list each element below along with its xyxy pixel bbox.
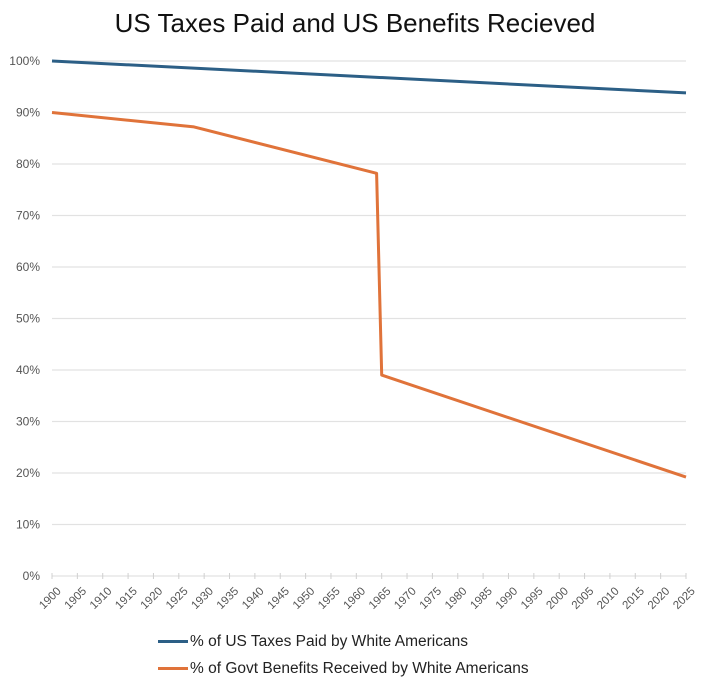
x-tick-label: 1935 (215, 585, 242, 612)
x-tick-label: 1945 (265, 585, 292, 612)
x-tick-label: 1960 (342, 585, 369, 612)
chart-title: US Taxes Paid and US Benefits Recieved (114, 8, 596, 38)
x-tick-label: 1955 (316, 585, 343, 612)
y-axis-ticks: 0% 10% 20% 30% 40% 50% 60% 70% 80% 90% 100% (9, 54, 40, 583)
legend-swatch-benefits (158, 667, 188, 670)
x-tick-label: 1930 (189, 585, 216, 612)
legend-label-taxes: % of US Taxes Paid by White Americans (190, 632, 468, 650)
series-lines (51, 59, 687, 479)
x-tick-label: 1985 (468, 585, 495, 612)
legend-item-benefits: % of Govt Benefits Received by White Ame… (158, 655, 529, 682)
y-tick-label: 40% (16, 363, 40, 377)
series-line-taxes (51, 59, 687, 95)
x-tick-label: 2015 (621, 585, 648, 612)
x-tick-label: 1925 (164, 585, 191, 612)
legend: % of US Taxes Paid by White Americans % … (158, 628, 529, 682)
x-tick-label: 1970 (392, 585, 419, 612)
legend-item-taxes: % of US Taxes Paid by White Americans (158, 628, 529, 655)
legend-swatch-taxes (158, 640, 188, 643)
x-tick-label: 2005 (570, 585, 597, 612)
x-tick-label: 1980 (443, 585, 470, 612)
y-tick-label: 0% (23, 569, 41, 583)
x-tick-label: 1975 (418, 585, 445, 612)
x-tick-label: 1995 (519, 585, 546, 612)
y-tick-label: 60% (16, 260, 40, 274)
x-tick-label: 1910 (88, 585, 115, 612)
x-tick-label: 2000 (544, 585, 571, 612)
y-tick-label: 10% (16, 518, 40, 532)
x-tick-label: 1965 (367, 585, 394, 612)
x-tick-label: 1950 (291, 585, 318, 612)
x-tick-label: 2025 (671, 585, 698, 612)
x-tick-label: 2020 (646, 585, 673, 612)
x-tick-label: 2010 (595, 585, 622, 612)
y-tick-label: 30% (16, 415, 40, 429)
series-line-benefits (51, 111, 687, 479)
y-tick-label: 70% (16, 209, 40, 223)
x-tick-label: 1940 (240, 585, 267, 612)
y-tick-label: 50% (16, 312, 40, 326)
x-tick-label: 1920 (139, 585, 166, 612)
y-tick-label: 100% (9, 54, 40, 68)
y-tick-label: 20% (16, 466, 40, 480)
y-tick-label: 80% (16, 157, 40, 171)
x-axis: 1900190519101915192019251930193519401945… (37, 573, 698, 612)
x-tick-label: 1900 (37, 585, 64, 612)
legend-label-benefits: % of Govt Benefits Received by White Ame… (190, 659, 529, 677)
grid-lines (52, 60, 686, 577)
x-tick-label: 1915 (113, 585, 140, 612)
x-tick-label: 1905 (63, 585, 90, 612)
x-tick-label: 1990 (494, 585, 521, 612)
y-tick-label: 90% (16, 106, 40, 120)
